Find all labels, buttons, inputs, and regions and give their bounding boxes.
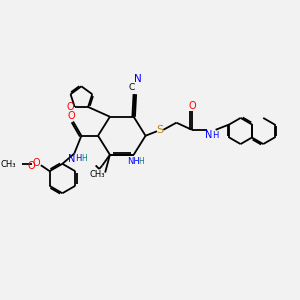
Text: S: S	[156, 125, 164, 135]
Text: N: N	[134, 74, 142, 84]
Text: O: O	[67, 102, 74, 112]
Text: NH: NH	[127, 157, 140, 166]
Text: O: O	[33, 158, 41, 168]
Text: H: H	[75, 154, 82, 163]
Text: H: H	[81, 154, 87, 163]
Text: CH₃: CH₃	[89, 170, 105, 179]
Text: C: C	[129, 83, 135, 92]
Text: O: O	[188, 100, 196, 111]
Text: H: H	[212, 130, 219, 140]
Text: N: N	[205, 130, 212, 140]
Text: H: H	[138, 157, 144, 166]
Text: O: O	[68, 111, 75, 121]
Text: N: N	[68, 154, 75, 164]
Text: CH₃: CH₃	[0, 160, 16, 169]
Text: O: O	[28, 161, 36, 171]
